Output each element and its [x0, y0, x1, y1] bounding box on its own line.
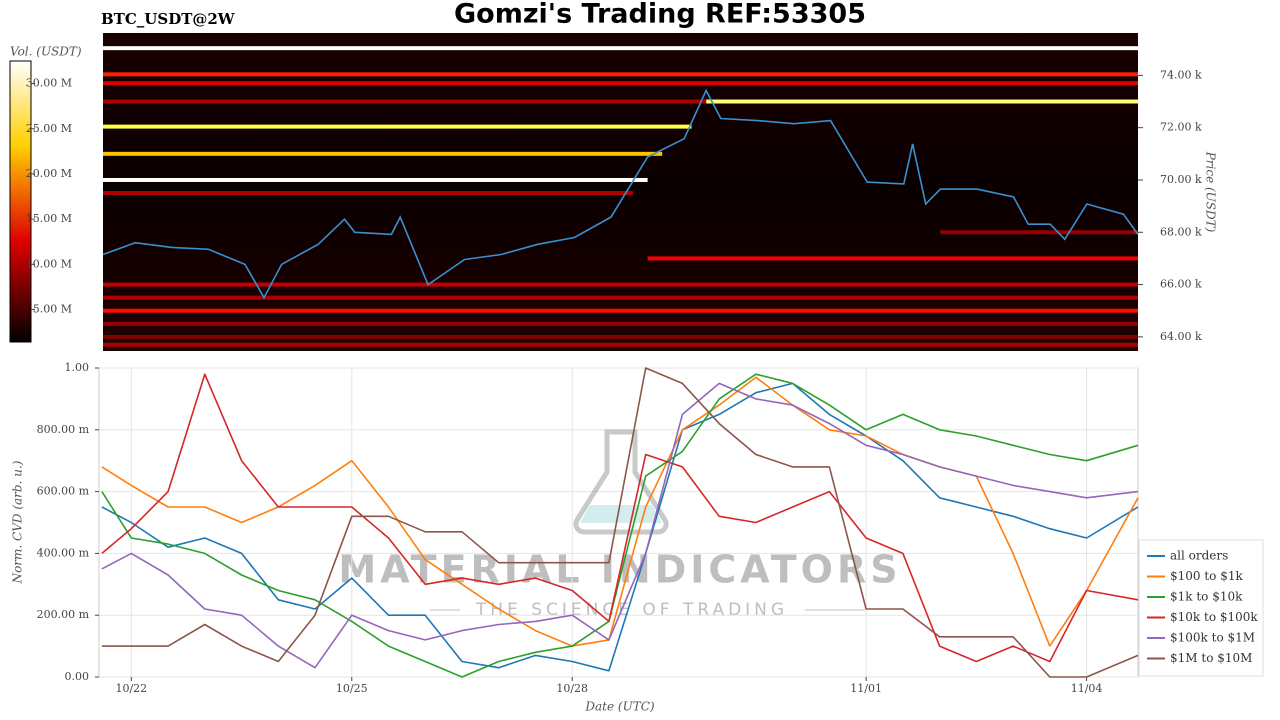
y-tick-label: 74.00 k	[1160, 68, 1202, 81]
y-tick-label: 64.00 k	[1160, 330, 1202, 343]
cvd-plot-area	[98, 367, 1139, 678]
x-tick-label: 10/22	[115, 682, 147, 695]
liquidity-level	[940, 230, 1138, 235]
cvd-line	[101, 382, 1139, 672]
liquidity-level	[103, 321, 1138, 326]
liquidity-level	[647, 256, 1138, 261]
x-axis-label: Date (UTC)	[584, 700, 654, 714]
y-tick-label: 72.00 k	[1160, 121, 1202, 134]
x-tick-label: 10/28	[556, 682, 588, 695]
legend	[1138, 539, 1264, 677]
legend-text: $1M to $10M	[1170, 651, 1252, 665]
liquidity-level	[103, 295, 1138, 300]
chart-title: Gomzi's Trading REF:53305	[454, 0, 866, 30]
cvd-line	[101, 382, 1139, 669]
liquidity-level	[103, 282, 1138, 287]
colorbar	[9, 60, 32, 343]
watermark-subtitle: THE SCIENCE OF TRADING	[475, 600, 788, 620]
liquidity-level	[103, 191, 633, 196]
x-tick-label: 11/04	[1071, 682, 1103, 695]
legend-text: $100 to $1k	[1170, 569, 1243, 583]
colorbar-tick-label: 20.00 M	[26, 167, 72, 180]
y-tick-label: 600.00 m	[37, 485, 90, 498]
legend-text: $1k to $10k	[1170, 590, 1243, 604]
colorbar-tick-label: 25.00 M	[26, 122, 72, 135]
colorbar-tick-label: 5.00 M	[33, 302, 72, 315]
colorbar-tick-label: 30.00 M	[26, 77, 72, 90]
liquidity-level	[103, 99, 707, 104]
liquidity-level	[103, 334, 1138, 339]
y-axis-label: Price (USDT)	[1204, 151, 1218, 233]
chart-subtitle: BTC_USDT@2W	[101, 10, 236, 28]
liquidity-level	[706, 99, 1138, 104]
liquidity-level	[103, 81, 1138, 86]
liquidity-level	[103, 308, 1138, 313]
liquidity-level	[103, 151, 663, 156]
y-tick-label: 70.00 k	[1160, 173, 1202, 186]
cvd-line	[101, 367, 1139, 678]
legend-text: $10k to $100k	[1170, 610, 1258, 624]
watermark-icon	[573, 429, 669, 535]
x-tick-label: 10/25	[336, 682, 368, 695]
liquidity-level	[103, 342, 1138, 347]
y-tick-label: 200.00 m	[37, 608, 90, 621]
y-tick-label: 66.00 k	[1160, 278, 1202, 291]
x-tick-label: 11/01	[850, 682, 882, 695]
y-tick-label: 1.00	[65, 361, 90, 374]
liquidity-level	[103, 72, 1138, 77]
price-line	[102, 88, 1139, 300]
colorbar-label: Vol. (USDT)	[10, 45, 82, 59]
y-tick-label: 68.00 k	[1160, 225, 1202, 238]
liquidity-level	[103, 124, 692, 129]
liquidity-level	[103, 46, 1138, 51]
colorbar-tick-label: 10.00 M	[26, 257, 72, 270]
cvd-line	[101, 373, 1139, 663]
legend-text: $100k to $1M	[1170, 631, 1255, 645]
y-tick-label: 400.00 m	[37, 546, 90, 559]
liquidity-level	[103, 177, 648, 182]
y-axis-label: Norm. CVD (arb. u.)	[11, 460, 25, 584]
colorbar-tick-label: 15.00 M	[26, 212, 72, 225]
y-tick-label: 800.00 m	[37, 423, 90, 436]
legend-text: all orders	[1170, 549, 1228, 563]
y-tick-label: 0.00	[65, 670, 90, 683]
